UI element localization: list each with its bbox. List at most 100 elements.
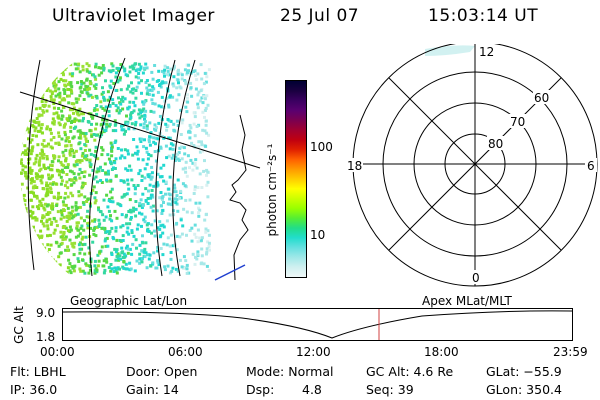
emission-pixel <box>62 154 66 158</box>
emission-pixel <box>20 267 24 271</box>
emission-pixel <box>22 253 26 257</box>
emission-pixel <box>63 225 67 229</box>
emission-pixel <box>76 257 80 261</box>
emission-pixel <box>66 266 70 270</box>
emission-pixel <box>20 67 22 71</box>
emission-pixel <box>41 150 44 154</box>
emission-pixel <box>53 228 57 232</box>
lat-label-80: 80 <box>488 137 503 151</box>
emission-pixel <box>70 90 73 94</box>
emission-pixel <box>76 159 80 163</box>
emission-pixel <box>149 196 153 200</box>
emission-pixel <box>126 74 130 78</box>
emission-pixel <box>157 104 161 108</box>
emission-pixel <box>180 121 184 125</box>
emission-pixel <box>92 185 96 189</box>
emission-pixel <box>109 179 113 183</box>
emission-pixel <box>40 123 44 127</box>
emission-pixel <box>36 143 40 147</box>
emission-pixel <box>95 270 99 274</box>
emission-pixel <box>54 89 58 93</box>
emission-pixel <box>88 160 92 164</box>
emission-pixel <box>110 145 114 149</box>
emission-pixel <box>52 72 56 75</box>
emission-pixel <box>103 227 107 231</box>
emission-pixel <box>76 81 80 85</box>
emission-pixel <box>168 147 172 151</box>
emission-pixel <box>44 167 47 171</box>
emission-pixel <box>39 201 43 205</box>
emission-pixel <box>172 67 176 71</box>
emission-pixel <box>106 169 110 173</box>
emission-pixel <box>119 225 123 229</box>
emission-pixel <box>179 189 183 193</box>
emission-pixel <box>146 229 150 233</box>
emission-pixel <box>20 188 22 192</box>
emission-pixel <box>71 72 75 76</box>
emission-pixel <box>188 229 192 232</box>
emission-pixel <box>192 192 196 195</box>
emission-pixel <box>118 254 122 258</box>
emission-pixel <box>110 149 114 153</box>
emission-pixel <box>90 134 94 138</box>
emission-pixel <box>184 259 188 263</box>
emission-pixel <box>190 141 194 145</box>
emission-pixel <box>82 202 86 206</box>
emission-pixel <box>52 98 56 102</box>
emission-pixel <box>35 153 39 157</box>
emission-pixel <box>20 266 22 270</box>
emission-pixel <box>47 142 50 146</box>
emission-pixel <box>114 129 118 133</box>
emission-pixel <box>42 163 46 167</box>
emission-pixel <box>28 267 32 271</box>
emission-pixel <box>66 229 70 233</box>
emission-pixel <box>57 173 61 177</box>
emission-pixel <box>156 137 160 141</box>
emission-pixel <box>58 263 62 267</box>
emission-pixel <box>80 237 84 241</box>
emission-pixel <box>80 112 84 116</box>
emission-pixel <box>109 162 113 166</box>
emission-pixel <box>174 267 178 271</box>
emission-pixel <box>48 257 52 261</box>
emission-pixel <box>93 264 97 268</box>
emission-pixel <box>84 84 88 88</box>
emission-pixel <box>202 82 206 86</box>
emission-pixel <box>36 90 40 94</box>
emission-pixel <box>62 208 66 212</box>
emission-pixel <box>167 103 171 107</box>
emission-pixel <box>117 96 120 100</box>
emission-pixel <box>115 254 119 258</box>
emission-pixel <box>79 147 83 151</box>
emission-pixel <box>120 148 123 152</box>
emission-pixel <box>133 269 137 273</box>
emission-pixel <box>114 269 118 272</box>
emission-pixel <box>199 89 203 93</box>
emission-pixel <box>65 173 69 176</box>
emission-pixel <box>117 69 120 73</box>
emission-pixel <box>178 258 182 262</box>
emission-pixel <box>205 168 209 172</box>
emission-pixel <box>182 255 186 259</box>
emission-pixel <box>20 258 24 262</box>
emission-pixel <box>30 266 34 270</box>
emission-pixel <box>191 168 195 172</box>
emission-pixel <box>155 209 159 213</box>
emission-pixel <box>184 198 188 202</box>
emission-pixel <box>88 173 92 177</box>
emission-pixel <box>56 93 60 97</box>
emission-pixel <box>85 69 89 73</box>
emission-pixel <box>205 131 209 135</box>
emission-pixel <box>94 175 98 179</box>
emission-pixel <box>149 131 153 135</box>
emission-pixel <box>58 123 62 127</box>
emission-pixel <box>205 247 209 251</box>
emission-pixel <box>52 154 55 158</box>
emission-pixel <box>36 267 40 271</box>
emission-pixel <box>147 93 151 96</box>
emission-pixel <box>54 260 58 264</box>
emission-pixel <box>24 252 28 256</box>
emission-pixel <box>185 271 189 275</box>
emission-pixel <box>69 129 73 133</box>
emission-pixel <box>35 196 39 200</box>
